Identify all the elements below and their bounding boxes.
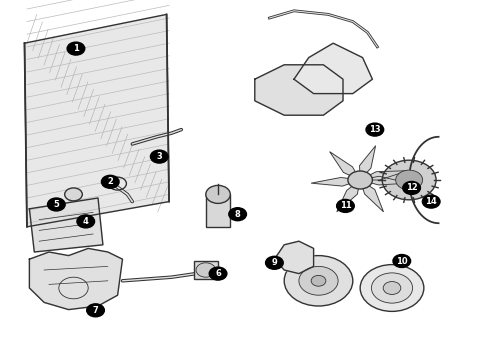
Text: 7: 7 [93, 306, 98, 315]
Polygon shape [360, 176, 409, 185]
Circle shape [348, 171, 372, 189]
Circle shape [266, 256, 283, 269]
Text: 12: 12 [406, 184, 417, 193]
Polygon shape [360, 171, 408, 180]
Polygon shape [24, 14, 169, 227]
Circle shape [87, 304, 104, 317]
Polygon shape [360, 146, 375, 180]
Circle shape [77, 215, 95, 228]
Circle shape [382, 160, 436, 200]
Polygon shape [337, 180, 360, 212]
Bar [194, 261, 218, 279]
Circle shape [366, 123, 384, 136]
Polygon shape [360, 180, 383, 212]
Circle shape [284, 256, 353, 306]
Text: 3: 3 [156, 152, 162, 161]
Circle shape [196, 263, 216, 277]
Circle shape [371, 273, 413, 303]
Text: 9: 9 [271, 258, 277, 267]
Polygon shape [294, 43, 372, 94]
Text: 6: 6 [215, 269, 221, 278]
Circle shape [65, 188, 82, 201]
Circle shape [395, 170, 422, 190]
Polygon shape [311, 177, 360, 186]
Circle shape [209, 267, 227, 280]
Circle shape [422, 195, 440, 208]
Text: 10: 10 [396, 256, 408, 266]
Circle shape [48, 198, 65, 211]
Bar [206, 194, 230, 227]
Circle shape [337, 199, 354, 212]
Circle shape [299, 266, 338, 295]
Text: 11: 11 [340, 202, 351, 210]
Polygon shape [29, 198, 103, 252]
Circle shape [229, 208, 246, 221]
Circle shape [101, 175, 119, 188]
Text: 14: 14 [425, 197, 437, 206]
Circle shape [383, 282, 401, 294]
Text: 1: 1 [73, 44, 79, 53]
Circle shape [393, 255, 411, 267]
Polygon shape [255, 65, 343, 115]
Circle shape [150, 150, 168, 163]
Circle shape [67, 42, 85, 55]
Polygon shape [274, 241, 314, 274]
Circle shape [360, 265, 424, 311]
Circle shape [206, 185, 230, 203]
Polygon shape [29, 248, 122, 310]
Circle shape [311, 275, 326, 286]
Text: 8: 8 [235, 210, 241, 219]
Polygon shape [330, 152, 360, 180]
Circle shape [403, 181, 420, 194]
Text: 5: 5 [53, 200, 59, 209]
Text: 2: 2 [107, 177, 113, 186]
Text: 13: 13 [369, 125, 381, 134]
Text: 4: 4 [83, 217, 89, 226]
